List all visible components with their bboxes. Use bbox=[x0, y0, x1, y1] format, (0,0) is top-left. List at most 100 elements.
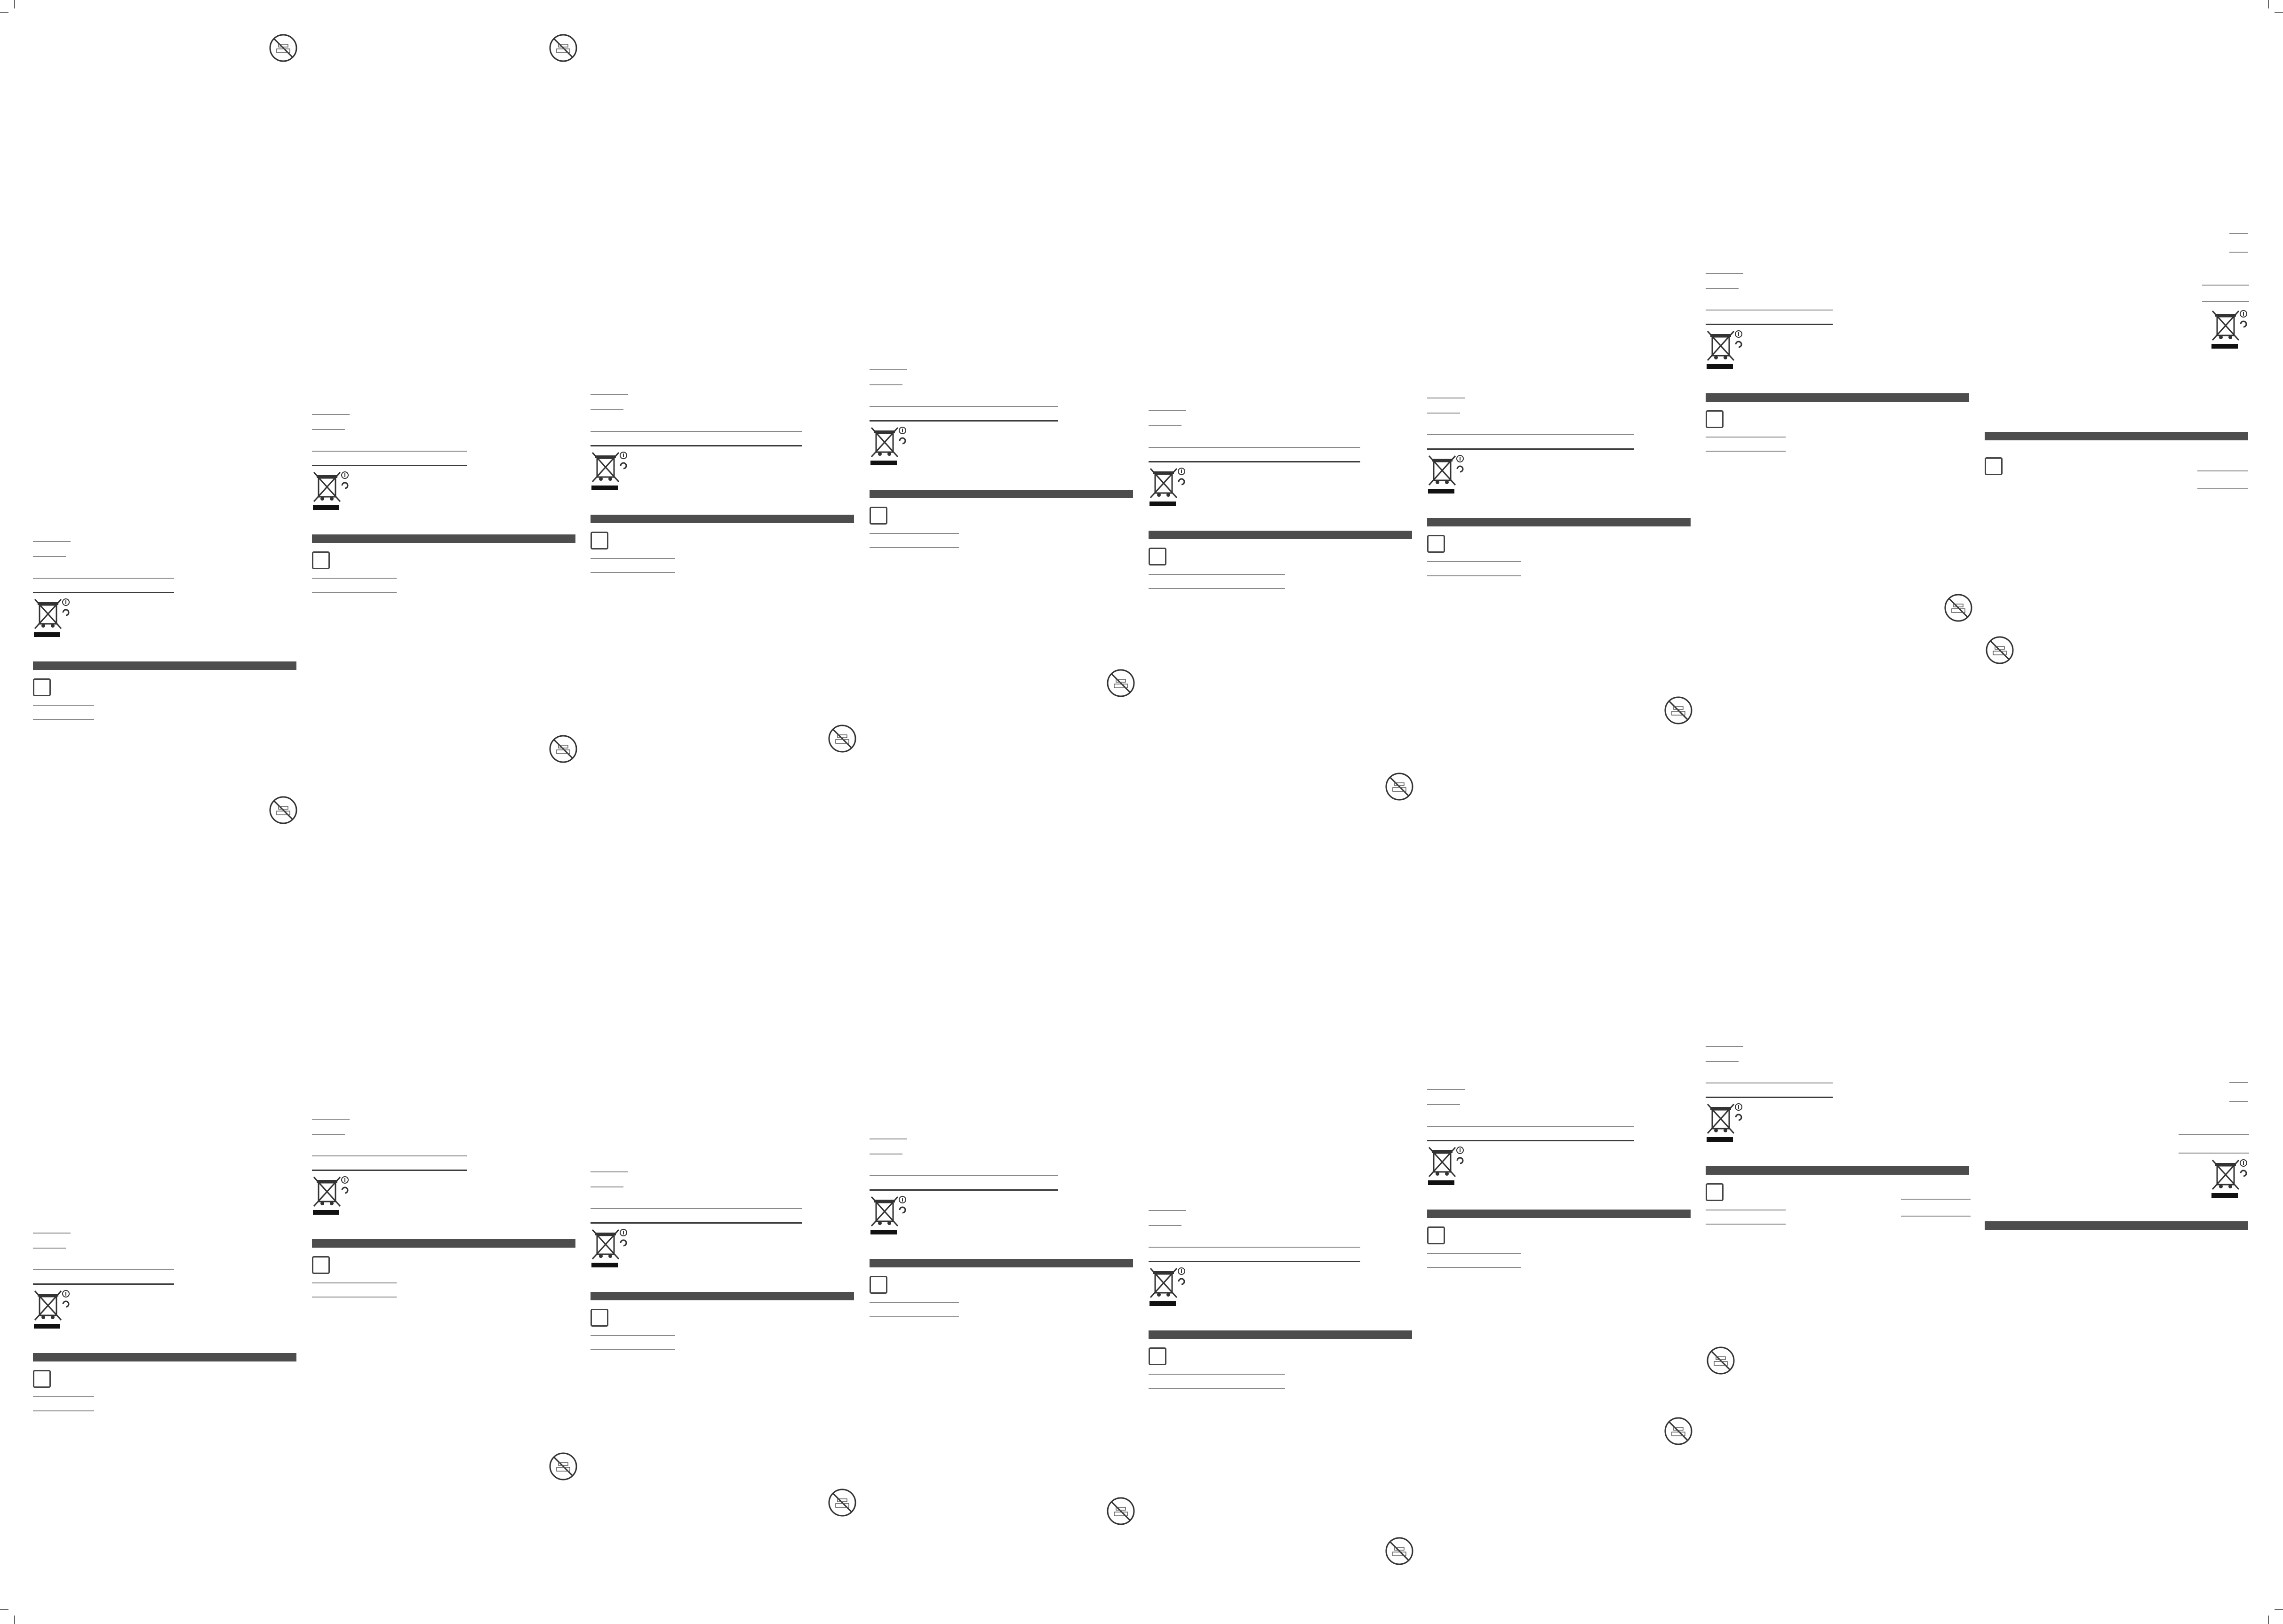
section-bar bbox=[1427, 1210, 1691, 1218]
crop-mark bbox=[2275, 1609, 2283, 1610]
heading-rule bbox=[312, 429, 345, 430]
prohibition-circle-icon bbox=[1663, 695, 1693, 725]
heading-rule bbox=[312, 414, 350, 415]
text-rule bbox=[591, 1335, 675, 1336]
text-rule bbox=[1149, 574, 1285, 575]
text-rule bbox=[1149, 461, 1360, 462]
checkbox-square-icon bbox=[870, 507, 887, 525]
heading-rule bbox=[591, 394, 628, 395]
section-bar bbox=[870, 1259, 1133, 1267]
section-bar bbox=[591, 1292, 854, 1300]
heading-rule bbox=[1149, 1225, 1181, 1226]
section-bar bbox=[33, 1353, 296, 1361]
text-rule bbox=[2202, 301, 2249, 302]
text-rule bbox=[312, 451, 467, 452]
crossed-out-wheelie-bin-icon bbox=[33, 597, 71, 639]
text-rule bbox=[1427, 448, 1634, 450]
text-rule bbox=[312, 1282, 397, 1283]
heading-rule bbox=[33, 1248, 66, 1249]
prohibition-circle-icon bbox=[827, 724, 857, 754]
heading-rule bbox=[1706, 1061, 1739, 1062]
text-rule bbox=[1149, 447, 1360, 448]
text-rule bbox=[870, 1302, 959, 1303]
heading-rule bbox=[312, 1119, 350, 1120]
prohibition-circle-icon bbox=[1106, 668, 1136, 698]
text-rule bbox=[312, 465, 467, 466]
prohibition-circle-icon bbox=[268, 33, 298, 63]
text-rule bbox=[2229, 252, 2248, 253]
heading-rule bbox=[591, 1186, 623, 1187]
crop-mark bbox=[0, 12, 8, 13]
crop-mark bbox=[14, 1616, 15, 1624]
text-rule bbox=[591, 558, 675, 559]
text-rule bbox=[1427, 1140, 1634, 1141]
text-rule bbox=[2179, 1153, 2249, 1154]
text-rule bbox=[312, 592, 397, 593]
text-rule bbox=[2229, 233, 2248, 234]
text-rule bbox=[591, 445, 802, 446]
heading-rule bbox=[1706, 1046, 1743, 1047]
crossed-out-wheelie-bin-icon bbox=[1149, 466, 1186, 508]
heading-rule bbox=[1706, 273, 1743, 274]
section-bar bbox=[1985, 432, 2248, 440]
text-rule bbox=[1706, 1097, 1833, 1098]
text-rule bbox=[33, 1410, 94, 1411]
text-rule bbox=[33, 1283, 174, 1285]
crossed-out-wheelie-bin-icon bbox=[1706, 1101, 1743, 1144]
checkbox-square-icon bbox=[1427, 1226, 1445, 1244]
text-rule bbox=[312, 1155, 467, 1156]
crossed-out-wheelie-bin-icon bbox=[1427, 453, 1465, 495]
crossed-out-wheelie-bin-icon bbox=[591, 1227, 628, 1269]
text-rule bbox=[591, 1222, 802, 1224]
prohibition-circle-icon bbox=[1985, 635, 2015, 665]
prohibition-circle-icon bbox=[1943, 593, 1973, 623]
text-rule bbox=[33, 592, 174, 593]
text-rule bbox=[870, 547, 959, 548]
text-rule bbox=[2229, 1101, 2248, 1102]
crop-mark bbox=[2268, 0, 2269, 8]
checkbox-square-icon bbox=[312, 551, 330, 569]
text-rule bbox=[870, 420, 1058, 422]
checkbox-square-icon bbox=[1706, 410, 1724, 428]
text-rule bbox=[2197, 470, 2248, 471]
text-rule bbox=[591, 431, 802, 432]
text-rule bbox=[1149, 1247, 1360, 1248]
checkbox-square-icon bbox=[33, 1370, 51, 1388]
prohibition-circle-icon bbox=[548, 33, 578, 63]
text-rule bbox=[870, 1316, 959, 1317]
prohibition-circle-icon bbox=[268, 795, 298, 825]
crossed-out-wheelie-bin-icon bbox=[1706, 328, 1743, 371]
text-rule bbox=[870, 1189, 1058, 1191]
heading-rule bbox=[591, 409, 623, 410]
text-rule bbox=[1706, 324, 1833, 325]
heading-rule bbox=[1149, 425, 1181, 426]
section-bar bbox=[591, 515, 854, 523]
text-rule bbox=[591, 1349, 675, 1350]
text-rule bbox=[2202, 285, 2249, 286]
section-bar bbox=[1706, 1166, 1969, 1175]
prohibition-circle-icon bbox=[827, 1488, 857, 1518]
checkbox-square-icon bbox=[33, 678, 51, 696]
prohibition-circle-icon bbox=[548, 734, 578, 764]
text-rule bbox=[1427, 434, 1634, 435]
text-rule bbox=[33, 705, 94, 706]
prohibition-circle-icon bbox=[1106, 1496, 1136, 1526]
heading-rule bbox=[1149, 410, 1186, 411]
crossed-out-wheelie-bin-icon bbox=[870, 1194, 907, 1236]
prohibition-circle-icon bbox=[548, 1451, 578, 1481]
crop-mark bbox=[2275, 12, 2283, 13]
prohibition-circle-icon bbox=[1706, 1345, 1736, 1376]
text-rule bbox=[1427, 561, 1521, 562]
text-rule bbox=[1427, 575, 1521, 576]
heading-rule bbox=[1427, 1104, 1460, 1105]
prohibition-circle-icon bbox=[1384, 772, 1414, 802]
text-rule bbox=[33, 1396, 94, 1397]
text-rule bbox=[2229, 1082, 2248, 1083]
checkbox-square-icon bbox=[312, 1256, 330, 1274]
heading-rule bbox=[870, 1138, 907, 1139]
text-rule bbox=[1149, 1388, 1285, 1389]
text-rule bbox=[1149, 1261, 1360, 1262]
heading-rule bbox=[870, 369, 907, 370]
text-rule bbox=[312, 578, 397, 579]
text-rule bbox=[1427, 1267, 1521, 1268]
